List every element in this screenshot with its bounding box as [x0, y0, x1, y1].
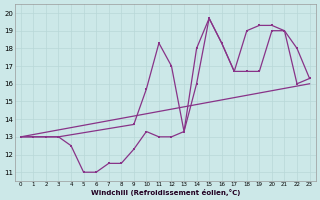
- X-axis label: Windchill (Refroidissement éolien,°C): Windchill (Refroidissement éolien,°C): [91, 189, 240, 196]
